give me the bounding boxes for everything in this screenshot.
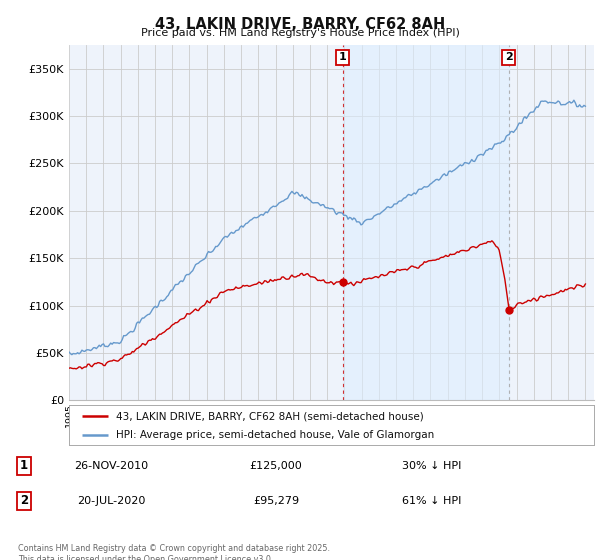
Text: Price paid vs. HM Land Registry's House Price Index (HPI): Price paid vs. HM Land Registry's House … (140, 28, 460, 38)
Text: 2: 2 (20, 494, 28, 507)
Text: 1: 1 (339, 52, 347, 62)
Text: 2: 2 (505, 52, 512, 62)
Text: HPI: Average price, semi-detached house, Vale of Glamorgan: HPI: Average price, semi-detached house,… (116, 430, 434, 440)
Text: 43, LAKIN DRIVE, BARRY, CF62 8AH: 43, LAKIN DRIVE, BARRY, CF62 8AH (155, 17, 445, 32)
Point (504, 306, 514, 315)
Text: 30% ↓ HPI: 30% ↓ HPI (403, 461, 461, 471)
Bar (343, 45, 509, 400)
Text: 26-NOV-2010: 26-NOV-2010 (74, 461, 148, 471)
Text: 20-JUL-2020: 20-JUL-2020 (77, 496, 145, 506)
Text: Contains HM Land Registry data © Crown copyright and database right 2025.
This d: Contains HM Land Registry data © Crown c… (18, 544, 330, 560)
Text: 1: 1 (20, 459, 28, 473)
Point (338, 277, 347, 286)
Text: 43, LAKIN DRIVE, BARRY, CF62 8AH (semi-detached house): 43, LAKIN DRIVE, BARRY, CF62 8AH (semi-d… (116, 411, 424, 421)
Text: 61% ↓ HPI: 61% ↓ HPI (403, 496, 461, 506)
Text: £125,000: £125,000 (250, 461, 302, 471)
Text: £95,279: £95,279 (253, 496, 299, 506)
